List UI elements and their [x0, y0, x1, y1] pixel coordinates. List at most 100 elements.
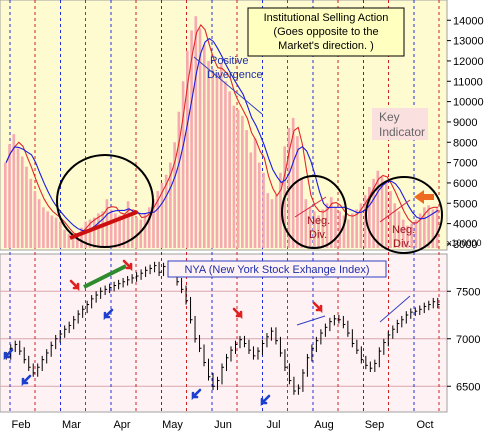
top-y-tick-label: 13000 [453, 36, 484, 48]
key-indicator-label-2: Indicator [379, 125, 425, 139]
sell-arrow-icon [122, 259, 133, 272]
selling-bar [207, 60, 210, 248]
bottom-y-tick-label: 7500 [456, 286, 480, 298]
top-y-tick-label: 8000 [453, 137, 477, 149]
top-y-axis: 3000 4000 5000 6000 7000 8000 9000 10000 11000 12… [447, 15, 484, 251]
selling-bar [389, 191, 392, 248]
month-label: Mar [62, 419, 81, 431]
selling-bar [236, 109, 240, 248]
neg-div-label-2a: Neg. [392, 224, 415, 236]
nya-title-box [167, 260, 387, 278]
top-y-tick-label: 12000 [453, 56, 484, 68]
selling-bar [16, 148, 20, 248]
selling-bars [4, 16, 439, 249]
positive-divergence-label-1: Positive [210, 55, 249, 67]
title-line-1: Institutional Selling Action [264, 12, 389, 24]
selling-bar [376, 170, 380, 248]
selling-bar [435, 207, 439, 248]
month-label: Oct [416, 419, 433, 431]
selling-bar [84, 221, 88, 248]
selling-bar [325, 203, 329, 248]
month-label: Jun [214, 419, 232, 431]
selling-bar [190, 30, 193, 248]
selling-bar [274, 195, 278, 248]
selling-bar [37, 199, 41, 248]
buy-arrow-icon [191, 388, 202, 401]
top-y-tick-label: 3000 [453, 239, 477, 251]
selling-bar [334, 207, 337, 248]
top-y-tick-label: 7000 [453, 158, 477, 170]
selling-bar [211, 69, 215, 248]
circle-august [281, 175, 347, 249]
selling-bar [194, 16, 198, 249]
selling-bar [224, 81, 227, 249]
selling-bar [257, 162, 261, 248]
title-box [247, 7, 405, 57]
buy-arrow-icon [260, 394, 271, 407]
selling-bar [291, 117, 295, 248]
selling-bar [130, 215, 134, 248]
selling-bar [372, 178, 375, 248]
key-indicator-label-1: Key [379, 110, 400, 124]
top-y-tick-label: 9000 [453, 117, 477, 129]
selling-bar [8, 144, 11, 248]
selling-bar [228, 91, 231, 248]
y-unit-label: x100000 [447, 238, 482, 248]
circle-september [365, 176, 443, 254]
selling-bar [71, 235, 75, 248]
blue-trend-line-sep [379, 295, 411, 323]
selling-bar [160, 182, 164, 248]
top-y-tick-label: 6000 [453, 178, 477, 190]
signal-arrows [3, 259, 323, 407]
sell-arrow-icon [232, 307, 243, 320]
selling-bar [114, 213, 117, 248]
buy-arrow-icon [3, 348, 14, 361]
title-line-2: (Goes opposite to the [273, 26, 378, 38]
neg-div-label-1a: Neg. [307, 215, 330, 227]
march-rising-trend-line [69, 210, 138, 240]
selling-bar [42, 207, 45, 248]
selling-bar [384, 182, 388, 248]
top-y-tick-label: 5000 [453, 198, 477, 210]
selling-bar [181, 81, 185, 249]
selling-bar [63, 229, 66, 248]
selling-bar [198, 28, 202, 249]
selling-bar [109, 209, 113, 248]
sep-trend-line [379, 199, 411, 223]
top-y-tick-label: 10000 [453, 97, 484, 109]
selling-bar [173, 142, 176, 248]
selling-bar [342, 215, 346, 248]
selling-bar [12, 134, 16, 248]
x-axis-months: Feb Mar Apr May Jun Jul Aug Sep Oct [12, 419, 434, 431]
selling-bar [427, 205, 430, 248]
selling-bar [25, 166, 28, 248]
selling-bar [346, 219, 350, 248]
selling-bar [393, 203, 397, 248]
selling-bar [215, 73, 219, 248]
selling-bar [266, 193, 270, 248]
buy-arrow-icon [21, 374, 32, 387]
aug-trend-line [294, 196, 327, 218]
positive-divergence-line [193, 56, 263, 115]
selling-bar [253, 138, 257, 248]
bottom-y-tick-label: 6500 [456, 381, 480, 393]
selling-bar [270, 199, 274, 248]
selling-bar [80, 227, 83, 248]
selling-bar [4, 162, 7, 248]
key-indicator-box [372, 108, 428, 140]
selling-bar [380, 176, 384, 248]
blue-trend-line-aug [296, 315, 326, 326]
selling-bar [300, 178, 303, 248]
selling-bar [118, 215, 121, 248]
selling-bar [406, 225, 409, 248]
selling-bar [143, 213, 147, 248]
selling-bar [397, 211, 401, 248]
selling-bar [97, 213, 100, 248]
selling-bar [46, 211, 49, 248]
selling-bar [164, 174, 168, 248]
selling-bar [410, 223, 414, 248]
selling-bar [329, 197, 333, 248]
bottom-y-axis: 6500 7000 7500 [447, 286, 480, 393]
neg-div-label-2b: Div. [393, 238, 411, 250]
selling-bar [33, 191, 37, 248]
